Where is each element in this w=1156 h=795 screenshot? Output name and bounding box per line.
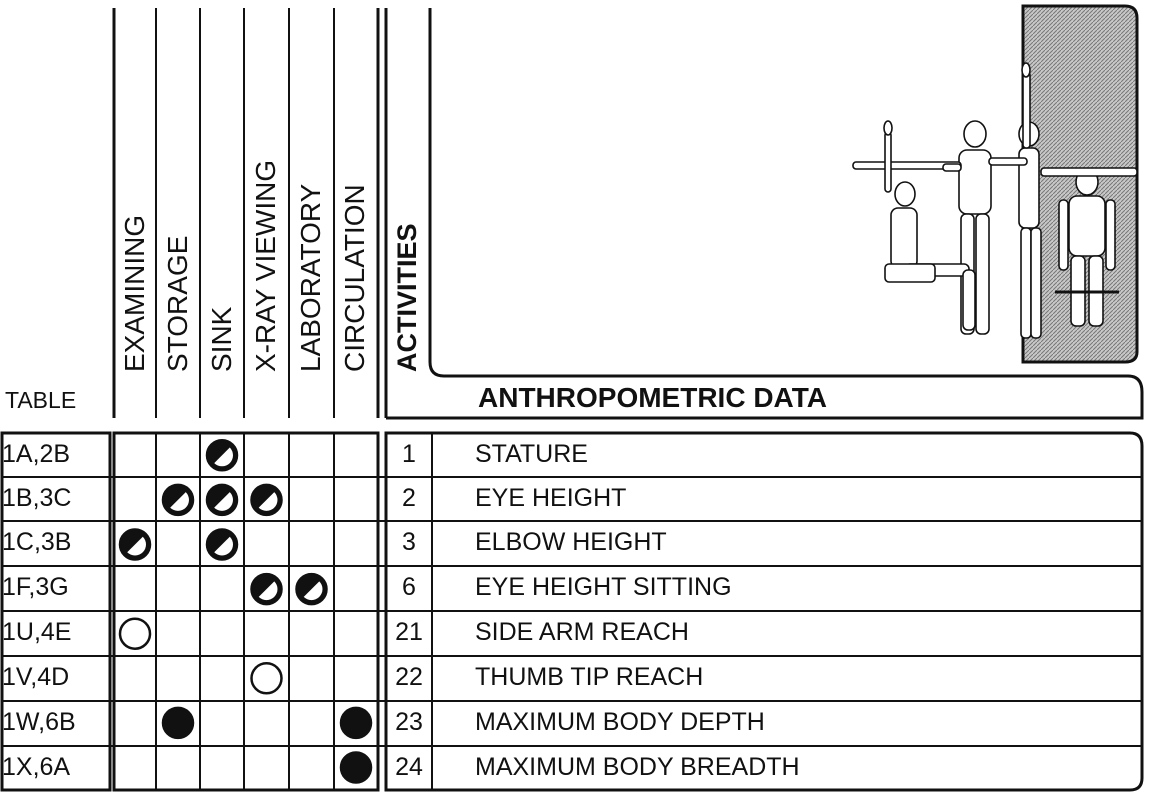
measure-number: 23 [395, 708, 423, 736]
filled-circle-icon [339, 706, 373, 740]
table-code: 1U,4E [2, 618, 72, 646]
half-filled-circle-icon [250, 483, 283, 517]
filled-circle-icon [339, 751, 373, 784]
measure-name: ELBOW HEIGHT [475, 528, 667, 556]
half-filled-circle-icon [250, 572, 283, 606]
empty-circle-icon [118, 617, 152, 650]
measure-number: 21 [395, 618, 423, 646]
measure-name: MAXIMUM BODY DEPTH [475, 708, 765, 736]
measure-name: EYE HEIGHT SITTING [475, 573, 732, 601]
measure-name: THUMB TIP REACH [475, 663, 704, 691]
measure-number: 6 [402, 573, 416, 601]
measure-name: EYE HEIGHT [475, 484, 627, 512]
table-code: 1X,6A [2, 753, 71, 781]
table-header: TABLE [5, 387, 77, 413]
half-filled-circle-icon [118, 528, 152, 561]
measure-number: 3 [402, 528, 416, 556]
table-code: 1A,2B [2, 440, 71, 468]
half-filled-circle-icon [205, 439, 239, 472]
half-filled-circle-icon [205, 483, 239, 517]
measure-number: 22 [395, 663, 423, 691]
table-code: 1C,3B [2, 528, 72, 556]
table-code: 1B,3C [2, 484, 72, 512]
measure-number: 2 [402, 484, 416, 512]
measure-number: 1 [402, 440, 416, 468]
half-filled-circle-icon [205, 528, 239, 561]
human-figures-illustration [852, 4, 1139, 364]
measure-number: 24 [395, 753, 423, 781]
table-code: 1V,4D [2, 663, 70, 691]
table-code: 1W,6B [2, 708, 76, 736]
table-code: 1F,3G [2, 573, 69, 601]
measure-name: SIDE ARM REACH [475, 618, 689, 646]
half-filled-circle-icon [161, 483, 195, 517]
empty-circle-icon [250, 662, 283, 695]
measure-name: MAXIMUM BODY BREADTH [475, 753, 800, 781]
anthropometric-data-header: ANTHROPOMETRIC DATA [478, 382, 827, 413]
measure-name: STATURE [475, 440, 588, 468]
half-filled-circle-icon [295, 572, 328, 606]
filled-circle-icon [161, 706, 195, 740]
